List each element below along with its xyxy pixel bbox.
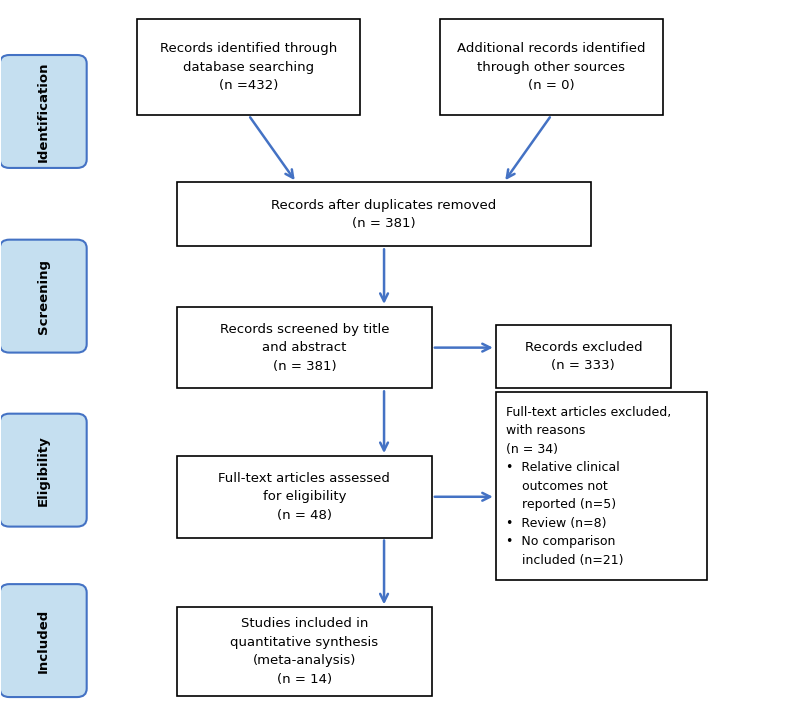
Text: Full-text articles assessed
for eligibility
(n = 48): Full-text articles assessed for eligibil… [218, 472, 390, 522]
Text: Eligibility: Eligibility [37, 435, 50, 506]
FancyBboxPatch shape [137, 19, 360, 115]
Text: Identification: Identification [37, 61, 50, 162]
FancyBboxPatch shape [177, 607, 432, 696]
FancyBboxPatch shape [440, 19, 663, 115]
FancyBboxPatch shape [0, 414, 86, 527]
Text: Records after duplicates removed
(n = 381): Records after duplicates removed (n = 38… [271, 199, 497, 230]
FancyBboxPatch shape [0, 55, 86, 168]
FancyBboxPatch shape [496, 392, 707, 580]
FancyBboxPatch shape [0, 240, 86, 353]
FancyBboxPatch shape [496, 324, 671, 389]
FancyBboxPatch shape [0, 584, 86, 697]
Text: Studies included in
quantitative synthesis
(meta-analysis)
(n = 14): Studies included in quantitative synthes… [230, 617, 378, 686]
FancyBboxPatch shape [177, 307, 432, 389]
Text: Records screened by title
and abstract
(n = 381): Records screened by title and abstract (… [219, 322, 389, 373]
Text: Records identified through
database searching
(n =432): Records identified through database sear… [160, 42, 337, 92]
FancyBboxPatch shape [177, 183, 591, 247]
Text: Additional records identified
through other sources
(n = 0): Additional records identified through ot… [458, 42, 646, 92]
Text: Records excluded
(n = 333): Records excluded (n = 333) [525, 341, 642, 372]
Text: Included: Included [37, 608, 50, 672]
Text: Screening: Screening [37, 259, 50, 334]
Text: Full-text articles excluded,
with reasons
(n = 34)
•  Relative clinical
    outc: Full-text articles excluded, with reason… [506, 406, 671, 567]
FancyBboxPatch shape [177, 456, 432, 538]
